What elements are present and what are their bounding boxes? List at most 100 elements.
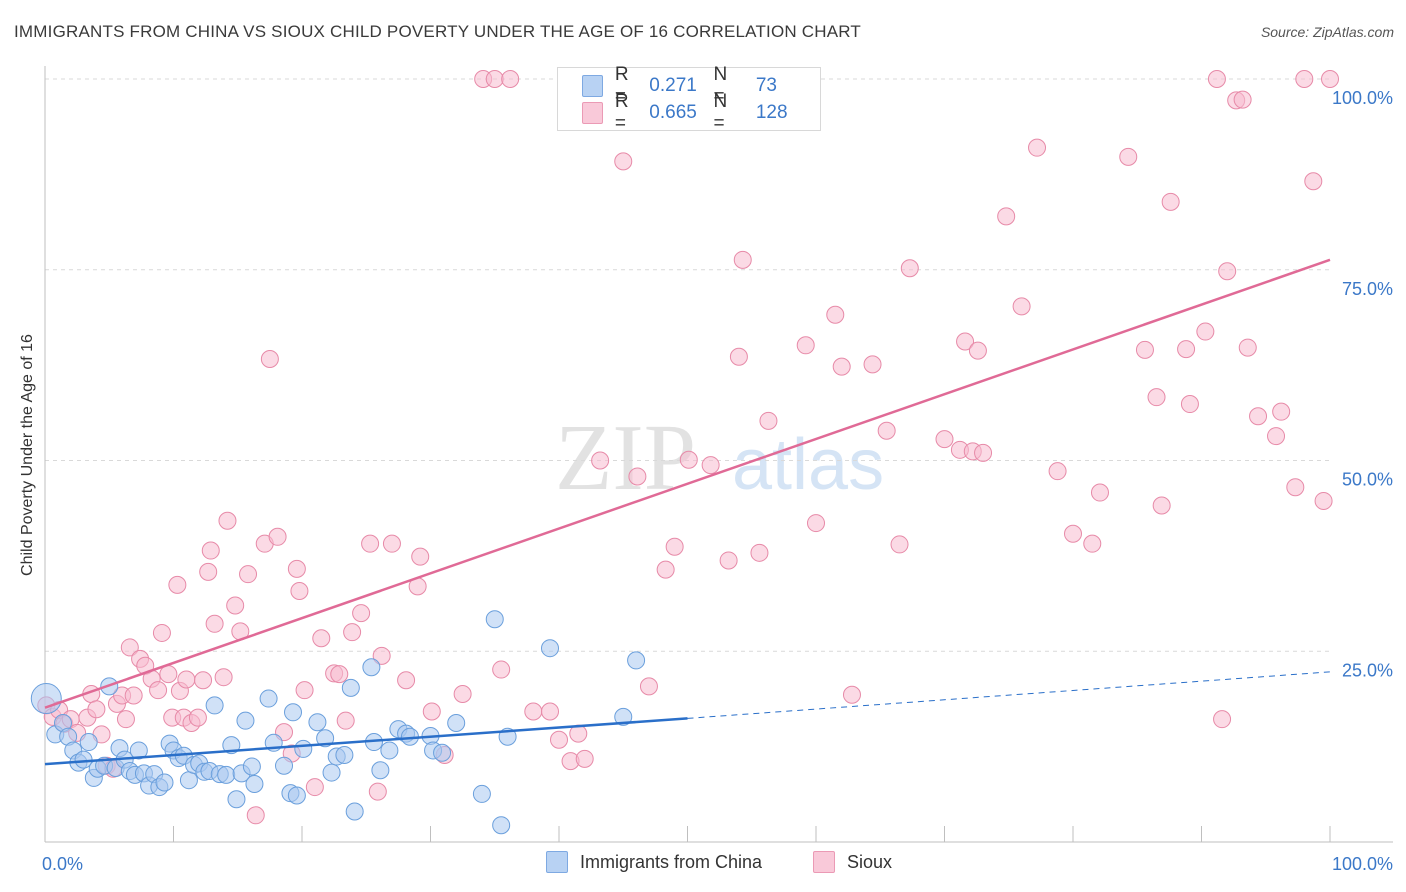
legend-swatch-blue: [546, 851, 568, 873]
data-point-sioux: [168, 575, 187, 594]
y-tick-label: 50.0%: [1342, 470, 1393, 490]
data-point-china: [335, 746, 354, 765]
data-point-sioux: [246, 806, 265, 825]
data-point-sioux: [343, 623, 362, 642]
data-point-sioux: [87, 700, 106, 719]
data-point-sioux: [1064, 524, 1082, 543]
legend-item-label: Sioux: [847, 851, 893, 872]
data-point-sioux: [305, 778, 324, 797]
data-point-china: [447, 713, 466, 732]
data-point-sioux: [260, 350, 279, 369]
data-point-sioux: [1267, 427, 1286, 446]
data-point-china: [614, 707, 633, 726]
data-point-china: [236, 711, 255, 730]
legend-n-value: 128: [755, 102, 788, 123]
data-point-sioux: [974, 443, 993, 462]
data-point-sioux: [312, 629, 331, 648]
data-point-sioux: [665, 537, 684, 556]
legend-swatch-pink: [813, 851, 835, 873]
data-point-sioux: [352, 604, 371, 623]
watermark-atlas: atlas: [732, 425, 884, 505]
legend-swatch-pink: [582, 102, 603, 124]
stats-legend: R = 0.271 N = 73 R = 0.665 N = 128: [557, 64, 821, 134]
chart-title: IMMIGRANTS FROM CHINA VS SIOUX CHILD POV…: [14, 22, 862, 41]
data-point-sioux: [628, 467, 647, 486]
data-point-sioux: [382, 534, 401, 553]
data-point-sioux: [1083, 534, 1102, 553]
y-tick-label: 100.0%: [1332, 88, 1393, 108]
data-point-sioux: [1152, 496, 1171, 515]
data-point-sioux: [701, 456, 720, 475]
data-point-sioux: [1135, 340, 1154, 359]
data-point-sioux: [368, 782, 387, 801]
data-point-china: [245, 775, 264, 794]
data-point-sioux: [218, 511, 237, 530]
data-point-china: [287, 786, 306, 805]
data-point-china: [627, 651, 646, 670]
data-point-china: [284, 703, 303, 722]
data-point-sioux: [1286, 478, 1305, 497]
legend-item-sioux: Sioux: [813, 851, 892, 873]
x-tick-label: 0.0%: [42, 854, 83, 874]
data-point-sioux: [639, 677, 658, 696]
data-point-sioux: [890, 535, 909, 554]
data-point-sioux: [422, 702, 441, 721]
data-point-sioux: [214, 668, 233, 687]
data-point-china: [30, 683, 62, 715]
data-point-china: [541, 639, 560, 658]
trend-line-sioux: [44, 258, 1331, 709]
data-point-sioux: [1147, 388, 1166, 407]
data-point-sioux: [796, 336, 815, 355]
legend-item-china: Immigrants from China: [546, 851, 762, 873]
data-point-china: [205, 696, 224, 715]
data-point-sioux: [575, 749, 594, 768]
legend-row-china: R = 0.271 N = 73: [582, 64, 820, 107]
data-point-sioux: [336, 711, 355, 730]
series-legend: Immigrants from China Sioux: [0, 851, 1406, 879]
data-point-china: [79, 733, 98, 752]
data-point-sioux: [719, 551, 738, 570]
data-point-sioux: [1207, 70, 1226, 88]
data-point-sioux: [1119, 147, 1138, 166]
data-point-sioux: [591, 451, 610, 470]
data-point-sioux: [900, 259, 919, 278]
data-point-china: [322, 763, 341, 782]
data-point-sioux: [268, 527, 287, 546]
data-point-sioux: [159, 665, 178, 684]
data-point-sioux: [199, 562, 218, 581]
data-point-china: [242, 757, 261, 776]
data-point-sioux: [149, 681, 168, 700]
legend-row-sioux: R = 0.665 N = 128: [582, 91, 820, 134]
source-credit: Source: ZipAtlas.com: [1260, 24, 1394, 40]
data-point-sioux: [1295, 70, 1314, 88]
legend-r-value: 0.665: [649, 102, 697, 123]
data-point-sioux: [205, 614, 224, 633]
data-point-china: [492, 816, 511, 835]
data-point-china: [275, 756, 294, 775]
data-point-sioux: [177, 670, 196, 689]
data-point-china: [485, 610, 504, 629]
data-point-china: [259, 689, 278, 708]
data-point-sioux: [679, 450, 698, 469]
data-point-sioux: [1304, 172, 1323, 191]
data-point-sioux: [1196, 322, 1215, 341]
legend-n-label: N =: [713, 91, 728, 134]
data-point-sioux: [1090, 483, 1109, 502]
data-point-sioux: [832, 357, 851, 376]
data-point-sioux: [188, 708, 207, 727]
legend-r-value: 0.271: [649, 75, 697, 96]
data-point-sioux: [1238, 338, 1257, 357]
data-point-sioux: [1028, 138, 1047, 157]
data-point-sioux: [201, 541, 220, 560]
legend-item-label: Immigrants from China: [580, 851, 763, 872]
data-point-sioux: [485, 70, 504, 88]
data-point-sioux: [1218, 262, 1237, 281]
data-point-sioux: [524, 702, 543, 721]
data-point-sioux: [935, 430, 954, 449]
data-point-sioux: [397, 671, 416, 690]
data-point-china: [227, 790, 246, 809]
legend-r-label: R =: [614, 91, 629, 134]
data-point-china: [362, 658, 381, 677]
data-point-china: [345, 802, 364, 821]
data-point-sioux: [330, 665, 349, 684]
